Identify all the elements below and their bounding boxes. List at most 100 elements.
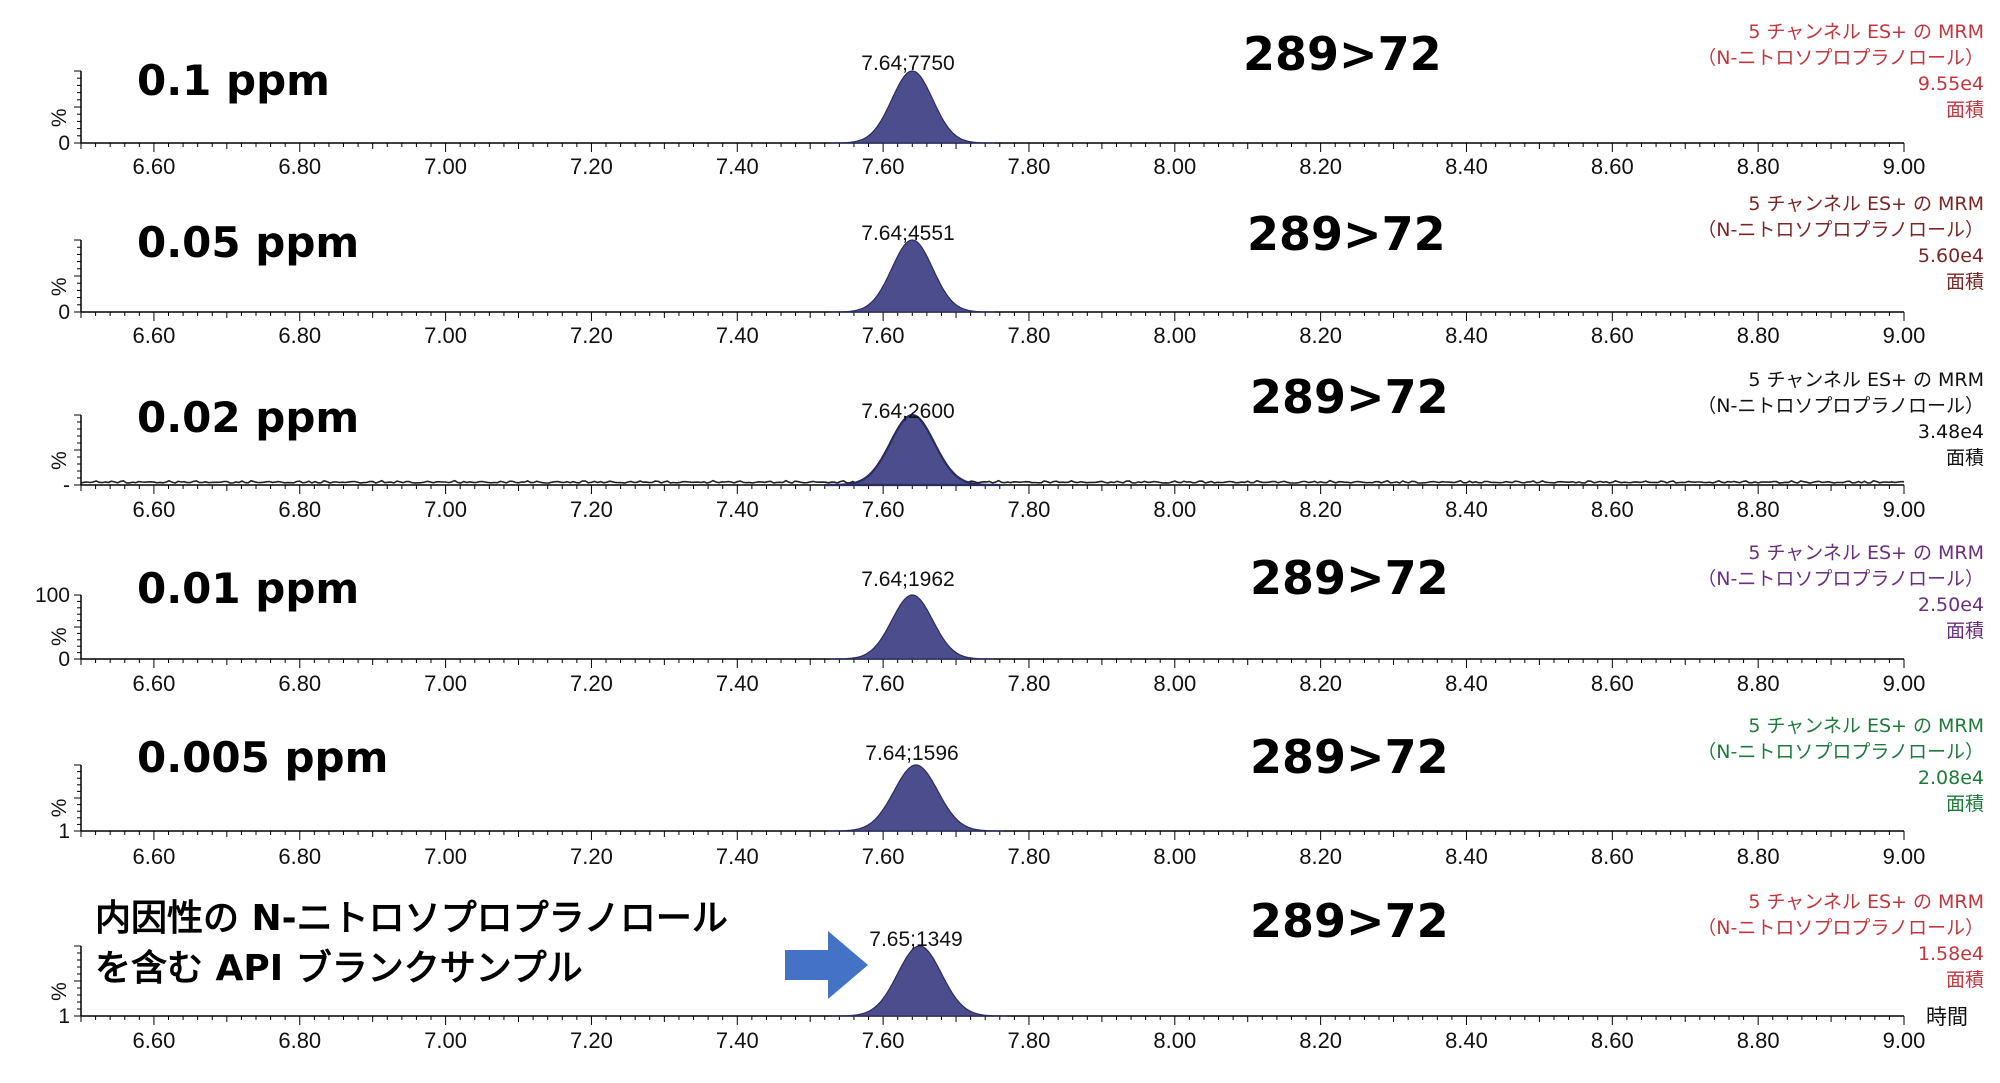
channel-info-line: 面積 xyxy=(1946,271,1984,293)
x-tick-label: 8.60 xyxy=(1591,844,1634,869)
x-tick-label: 8.00 xyxy=(1153,154,1196,179)
x-tick-label: 7.20 xyxy=(570,844,613,869)
channel-info-line: （N-ニトロソプロプラノロール） xyxy=(1697,568,1984,590)
channel-info-line: 5.60e4 xyxy=(1918,245,1984,267)
chromatogram-peak xyxy=(828,764,1004,832)
peak-arrow-icon xyxy=(785,931,868,999)
x-tick-label: 7.20 xyxy=(570,671,613,696)
y-tick-label-top: 100 xyxy=(35,584,70,607)
baseline-noise-trace xyxy=(80,479,1904,484)
y-axis-label: % xyxy=(48,982,71,1001)
x-tick-label: 6.60 xyxy=(133,844,176,869)
x-tick-label: 8.00 xyxy=(1153,844,1196,869)
channel-info-line: 5 チャンネル ES+ の MRM xyxy=(1748,369,1984,391)
x-tick-label: 8.20 xyxy=(1299,1028,1342,1053)
channel-info-line: 9.55e4 xyxy=(1918,73,1984,95)
x-tick-label: 8.60 xyxy=(1591,323,1634,348)
channel-info-line: 5 チャンネル ES+ の MRM xyxy=(1748,193,1984,215)
x-tick-label: 7.60 xyxy=(862,1028,905,1053)
y-tick-label-bottom: - xyxy=(63,474,70,497)
x-tick-label: 9.00 xyxy=(1883,323,1926,348)
x-tick-label: 7.20 xyxy=(570,323,613,348)
x-tick-label: 9.00 xyxy=(1883,154,1926,179)
x-tick-label: 6.80 xyxy=(278,323,321,348)
chromatogram-panel-4: 6.60 6.80 7.00 7.20 7.40 7.60 7.80 8.00 8.20 8.40… xyxy=(35,542,1984,696)
x-tick-label: 8.80 xyxy=(1737,497,1780,522)
sample-label-line: を含む API ブランクサンプル xyxy=(95,947,583,989)
x-tick-label: 8.00 xyxy=(1153,671,1196,696)
x-tick-label: 9.00 xyxy=(1883,497,1926,522)
chromatogram-peak xyxy=(830,70,994,144)
chromatogram-peak xyxy=(830,594,994,660)
peak-label: 7.64;2600 xyxy=(861,400,954,423)
x-tick-label: 7.60 xyxy=(862,154,905,179)
y-axis-label: % xyxy=(48,627,71,646)
y-axis-label: % xyxy=(48,451,71,470)
x-tick-label: 7.00 xyxy=(424,323,467,348)
x-tick-label: 8.20 xyxy=(1299,671,1342,696)
channel-info-line: 2.08e4 xyxy=(1918,767,1984,789)
x-tick-label: 8.80 xyxy=(1737,844,1780,869)
chromatogram-peak xyxy=(824,413,1000,487)
x-tick-label: 8.80 xyxy=(1737,323,1780,348)
channel-info-line: 面積 xyxy=(1946,620,1984,642)
y-tick-label-bottom: 0 xyxy=(58,301,70,324)
x-tick-label: 8.40 xyxy=(1445,1028,1488,1053)
peak-label: 7.64;4551 xyxy=(861,222,954,245)
x-tick-label: 8.40 xyxy=(1445,671,1488,696)
chromatogram-peak xyxy=(832,945,1008,1017)
x-tick-label: 6.60 xyxy=(133,323,176,348)
channel-info-line: 1.58e4 xyxy=(1918,943,1984,965)
x-tick-label: 7.40 xyxy=(716,844,759,869)
peak-label: 7.64;1962 xyxy=(861,568,954,591)
x-axis-label: 時間 xyxy=(1926,1006,1968,1029)
channel-info-line: 5 チャンネル ES+ の MRM xyxy=(1748,542,1984,564)
x-tick-label: 8.80 xyxy=(1737,1028,1780,1053)
x-tick-label: 8.40 xyxy=(1445,154,1488,179)
channel-info-line: 5 チャンネル ES+ の MRM xyxy=(1748,21,1984,43)
transition-label: 289>72 xyxy=(1250,730,1449,784)
x-tick-label: 7.80 xyxy=(1008,323,1051,348)
x-tick-label: 7.00 xyxy=(424,671,467,696)
x-tick-label: 8.60 xyxy=(1591,497,1634,522)
x-tick-label: 7.00 xyxy=(424,154,467,179)
chromatogram-panel-2: 6.60 6.80 7.00 7.20 7.40 7.60 7.80 8.00 8.20 8.40… xyxy=(48,193,1984,348)
channel-info-line: （N-ニトロソプロプラノロール） xyxy=(1697,47,1984,69)
channel-info-line: 3.48e4 xyxy=(1918,421,1984,443)
x-tick-label: 7.20 xyxy=(570,497,613,522)
x-tick-label: 7.80 xyxy=(1008,1028,1051,1053)
x-tick-label: 7.00 xyxy=(424,844,467,869)
x-tick-label: 7.80 xyxy=(1008,497,1051,522)
x-tick-label: 6.60 xyxy=(133,1028,176,1053)
chromatogram-panel-5: 6.60 6.80 7.00 7.20 7.40 7.60 7.80 8.00 8.20 8.40… xyxy=(48,715,1984,869)
channel-info-line: （N-ニトロソプロプラノロール） xyxy=(1697,219,1984,241)
x-tick-label: 7.60 xyxy=(862,671,905,696)
x-tick-label: 7.00 xyxy=(424,1028,467,1053)
concentration-label: 0.005 ppm xyxy=(137,733,388,782)
transition-label: 289>72 xyxy=(1250,370,1449,424)
channel-info-line: （N-ニトロソプロプラノロール） xyxy=(1697,741,1984,763)
y-tick-label-bottom: 0 xyxy=(58,648,70,671)
x-tick-label: 8.20 xyxy=(1299,154,1342,179)
y-axis-label: % xyxy=(48,108,71,127)
x-tick-label: 6.80 xyxy=(278,154,321,179)
x-tick-label: 8.60 xyxy=(1591,1028,1634,1053)
x-tick-label: 6.80 xyxy=(278,671,321,696)
x-tick-label: 8.60 xyxy=(1591,671,1634,696)
channel-info-line: 5 チャンネル ES+ の MRM xyxy=(1748,715,1984,737)
chromatogram-panel-3: 6.60 6.80 7.00 7.20 7.40 7.60 7.80 8.00 8.20 8.40… xyxy=(48,369,1984,522)
transition-label: 289>72 xyxy=(1247,207,1446,261)
channel-info-line: 2.50e4 xyxy=(1918,594,1984,616)
x-tick-label: 7.00 xyxy=(424,497,467,522)
x-tick-label: 6.80 xyxy=(278,844,321,869)
x-tick-label: 8.40 xyxy=(1445,844,1488,869)
channel-info-line: 面積 xyxy=(1946,969,1984,991)
x-tick-label: 8.00 xyxy=(1153,323,1196,348)
y-tick-label-bottom: 1 xyxy=(58,820,70,843)
x-tick-label: 6.80 xyxy=(278,1028,321,1053)
x-tick-label: 8.80 xyxy=(1737,671,1780,696)
x-tick-label: 9.00 xyxy=(1883,671,1926,696)
channel-info-line: 面積 xyxy=(1946,447,1984,469)
x-tick-label: 7.40 xyxy=(716,323,759,348)
sample-label-line: 内因性の N-ニトロソプロプラノロール xyxy=(95,898,728,939)
